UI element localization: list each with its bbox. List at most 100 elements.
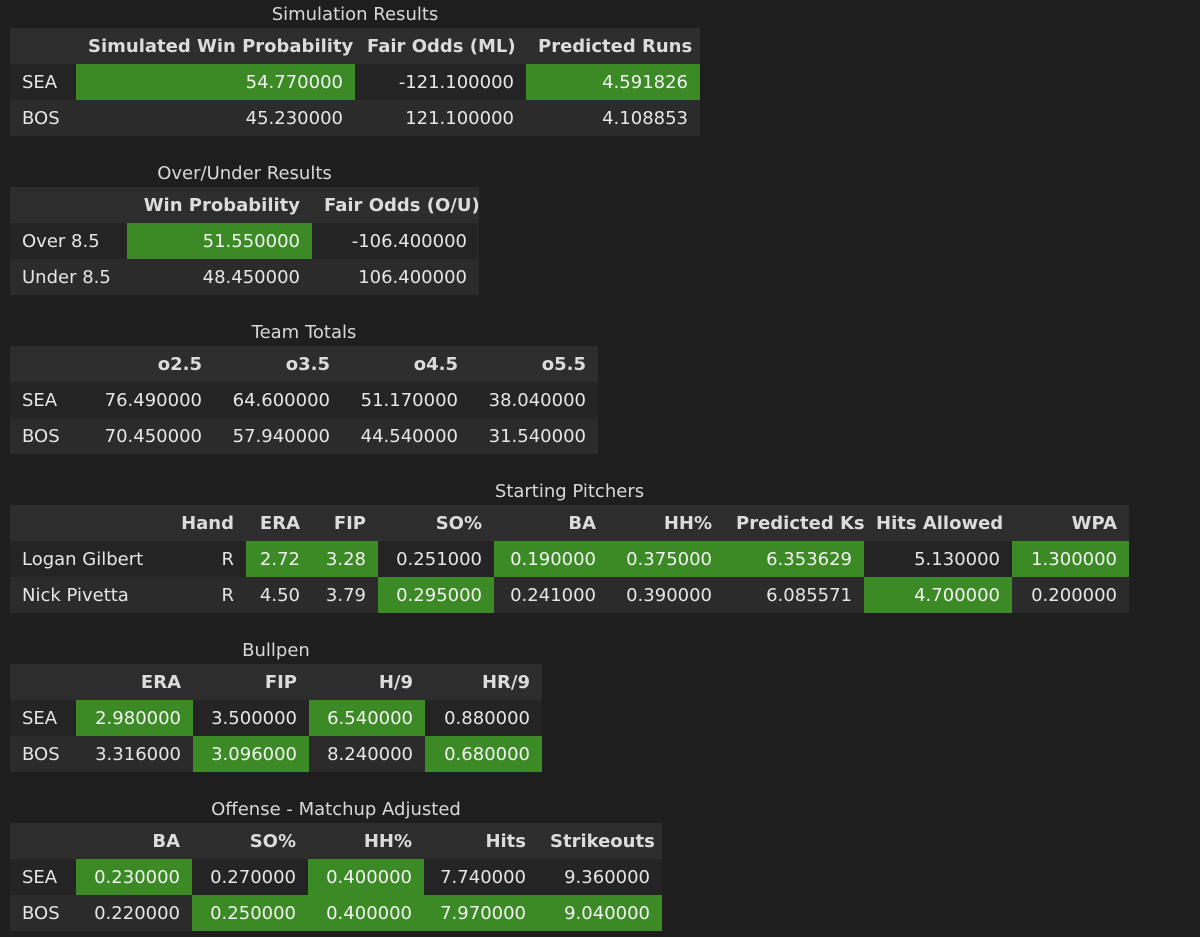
column-header: FIP	[333, 512, 366, 534]
table-row: Nick Pivetta R 4.50 3.79 0.295000 0.241000 0.3…	[10, 577, 1129, 613]
table-cell: R	[221, 548, 234, 570]
starting-pitchers-title: Starting Pitchers	[494, 481, 645, 502]
highlighted-cell: 0.375000	[608, 541, 724, 577]
highlighted-cell: 0.400000	[308, 895, 424, 931]
highlighted-cell: 6.540000	[309, 700, 425, 736]
index-header	[10, 346, 76, 382]
table-cell: R	[221, 584, 234, 606]
table-cell: 106.400000	[358, 266, 467, 288]
header-row: Simulated Win Probability Fair Odds (ML) P…	[10, 28, 700, 64]
header-row: o2.5 o3.5 o4.5 o5.5	[10, 346, 598, 382]
table-row: SEA 2.980000 3.500000 6.540000 0.880000	[10, 700, 542, 736]
over-under-table: Win Probability Fair Odds (O/U) Over 8.5 51…	[10, 187, 480, 295]
highlighted-cell: 0.400000	[308, 859, 424, 895]
table-cell: 31.540000	[488, 425, 586, 447]
table-cell: 3.500000	[211, 707, 297, 729]
offense-table: BA SO% HH% Hits Strikeouts SEA 0.230000 0.27000…	[10, 823, 662, 931]
team-totals-block: Team Totals o2.5 o3.5 o4.5 o5.5 SEA 76.490000…	[10, 320, 598, 454]
offense-title: Offense - Matchup Adjusted	[211, 799, 461, 820]
column-header: o4.5	[413, 353, 458, 375]
column-header: o2.5	[157, 353, 202, 375]
table-cell: 3.79	[325, 584, 366, 606]
table-cell: 0.390000	[626, 584, 712, 606]
column-header: Win Probability	[143, 194, 300, 216]
highlighted-cell: 4.591826	[526, 64, 700, 100]
index-header	[10, 664, 76, 700]
highlighted-cell: 2.980000	[76, 700, 193, 736]
table-row: SEA 0.230000 0.270000 0.400000 7.740000 9.360…	[10, 859, 662, 895]
over-under-title: Over/Under Results	[157, 163, 332, 184]
team-totals-table: o2.5 o3.5 o4.5 o5.5 SEA 76.490000 64.600000 51.…	[10, 346, 598, 454]
column-header: WPA	[1071, 512, 1117, 534]
column-header: Fair Odds (O/U)	[324, 194, 480, 216]
row-label: BOS	[22, 425, 60, 447]
bullpen-table: ERA FIP H/9 HR/9 SEA 2.980000 3.500000 6.540000…	[10, 664, 542, 772]
highlighted-cell: 6.353629	[724, 541, 864, 577]
table-row: BOS 0.220000 0.250000 0.400000 7.970000 9.040…	[10, 895, 662, 931]
column-header: BA	[152, 830, 180, 852]
table-cell: 64.600000	[232, 389, 330, 411]
table-cell: 0.270000	[210, 866, 296, 888]
table-cell: 9.360000	[564, 866, 650, 888]
highlighted-cell: 3.096000	[193, 736, 309, 772]
table-cell: 51.170000	[360, 389, 458, 411]
table-cell: 48.450000	[202, 266, 300, 288]
row-label: BOS	[22, 107, 60, 129]
starting-pitchers-table: Hand ERA FIP SO% BA HH% Predicted Ks Hits Allow…	[10, 505, 1129, 613]
row-label: BOS	[22, 902, 60, 924]
header-row: Win Probability Fair Odds (O/U)	[10, 187, 480, 223]
highlighted-cell: 1.300000	[1012, 541, 1129, 577]
table-cell: 8.240000	[327, 743, 413, 765]
table-cell: 45.230000	[245, 107, 343, 129]
row-label: SEA	[22, 866, 58, 888]
column-header: HR/9	[481, 671, 530, 693]
table-cell: -106.400000	[351, 230, 467, 252]
simulation-results-table: Simulated Win Probability Fair Odds (ML) P…	[10, 28, 700, 136]
highlighted-cell: 54.770000	[76, 64, 355, 100]
highlighted-cell: 4.700000	[864, 577, 1012, 613]
highlighted-cell: 7.970000	[424, 895, 538, 931]
column-header: Fair Odds (ML)	[367, 35, 516, 57]
table-row: BOS 45.230000 121.100000 4.108853	[10, 100, 700, 136]
simulation-results-block: Simulation Results Simulated Win Probabi…	[10, 2, 700, 136]
table-cell: -121.100000	[398, 71, 514, 93]
highlighted-cell: 51.550000	[127, 223, 312, 259]
table-cell: 76.490000	[104, 389, 202, 411]
column-header: Hand	[181, 512, 234, 534]
table-cell: 4.108853	[602, 107, 688, 129]
table-cell: 44.540000	[360, 425, 458, 447]
bullpen-block: Bullpen ERA FIP H/9 HR/9 SEA 2.980000 3.500000…	[10, 638, 542, 772]
highlighted-cell: 0.190000	[494, 541, 608, 577]
index-header	[10, 187, 127, 223]
column-header: HH%	[663, 512, 712, 534]
column-header: Predicted Runs	[538, 35, 693, 57]
table-row: BOS 70.450000 57.940000 44.540000 31.540000	[10, 418, 598, 454]
column-header: SO%	[249, 830, 296, 852]
header-row: BA SO% HH% Hits Strikeouts	[10, 823, 662, 859]
table-cell: 0.251000	[396, 548, 482, 570]
table-cell: 6.085571	[766, 584, 852, 606]
column-header: Strikeouts	[550, 830, 655, 852]
table-cell: 5.130000	[914, 548, 1000, 570]
row-label: SEA	[22, 71, 58, 93]
over-under-block: Over/Under Results Win Probability Fair O…	[10, 161, 480, 295]
row-label: Nick Pivetta	[22, 584, 129, 606]
index-header	[10, 505, 156, 541]
row-label: Over 8.5	[22, 230, 100, 252]
row-label: Under 8.5	[22, 266, 111, 288]
highlighted-cell: 9.040000	[538, 895, 662, 931]
highlighted-cell: 0.250000	[192, 895, 308, 931]
column-header: Hits	[485, 830, 526, 852]
row-label: SEA	[22, 707, 58, 729]
header-row: Hand ERA FIP SO% BA HH% Predicted Ks Hits Allow…	[10, 505, 1129, 541]
table-cell: 38.040000	[488, 389, 586, 411]
table-cell: 3.316000	[95, 743, 181, 765]
table-cell: 0.880000	[444, 707, 530, 729]
column-header: HH%	[363, 830, 412, 852]
column-header: H/9	[378, 671, 413, 693]
table-row: Logan Gilbert R 2.72 3.28 0.251000 0.190000 0.…	[10, 541, 1129, 577]
column-header: Simulated Win Probability	[88, 35, 354, 57]
column-header: o5.5	[541, 353, 586, 375]
column-header: SO%	[435, 512, 482, 534]
column-header: ERA	[259, 512, 300, 534]
